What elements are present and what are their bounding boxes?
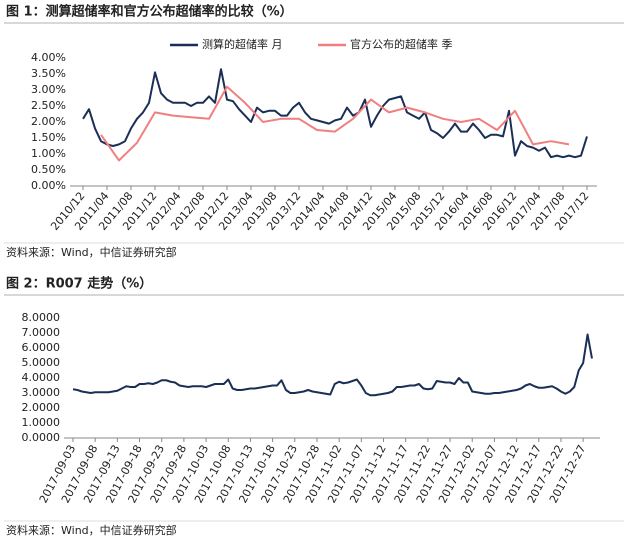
source-note: 资料来源：Wind，中信证券研究部 — [6, 523, 177, 537]
series-line — [72, 333, 593, 397]
source-note: 资料来源：Wind，中信证券研究部 — [6, 245, 177, 259]
y-tick-label: 5.0000 — [22, 356, 61, 369]
y-tick-label: 4.0000 — [22, 371, 61, 384]
series-line — [82, 68, 588, 159]
y-tick-label: 1.00% — [31, 147, 66, 160]
y-tick-label: 1.0000 — [22, 416, 61, 429]
chart-title: 图 1：测算超储率和官方公布超储率的比较（%） — [6, 4, 293, 20]
y-tick-label: 7.0000 — [22, 326, 61, 339]
y-tick-label: 3.50% — [31, 67, 66, 80]
y-tick-label: 4.00% — [31, 51, 66, 64]
y-tick-label: 6.0000 — [22, 341, 61, 354]
y-tick-label: 2.50% — [31, 99, 66, 112]
legend-label: 官方公布的超储率 季 — [350, 37, 453, 51]
y-tick-label: 8.0000 — [22, 311, 61, 324]
y-tick-label: 1.50% — [31, 131, 66, 144]
series-line — [100, 85, 570, 162]
chart-title: 图 2：R007 走势（%） — [6, 276, 152, 292]
y-tick-label: 0.50% — [31, 163, 66, 176]
y-tick-label: 0.0000 — [22, 431, 61, 444]
legend-label: 测算的超储率 月 — [202, 37, 283, 51]
y-tick-label: 3.00% — [31, 83, 66, 96]
y-tick-label: 0.00% — [31, 179, 66, 192]
y-tick-label: 2.0000 — [22, 401, 61, 414]
y-tick-label: 3.0000 — [22, 386, 61, 399]
y-tick-label: 2.00% — [31, 115, 66, 128]
